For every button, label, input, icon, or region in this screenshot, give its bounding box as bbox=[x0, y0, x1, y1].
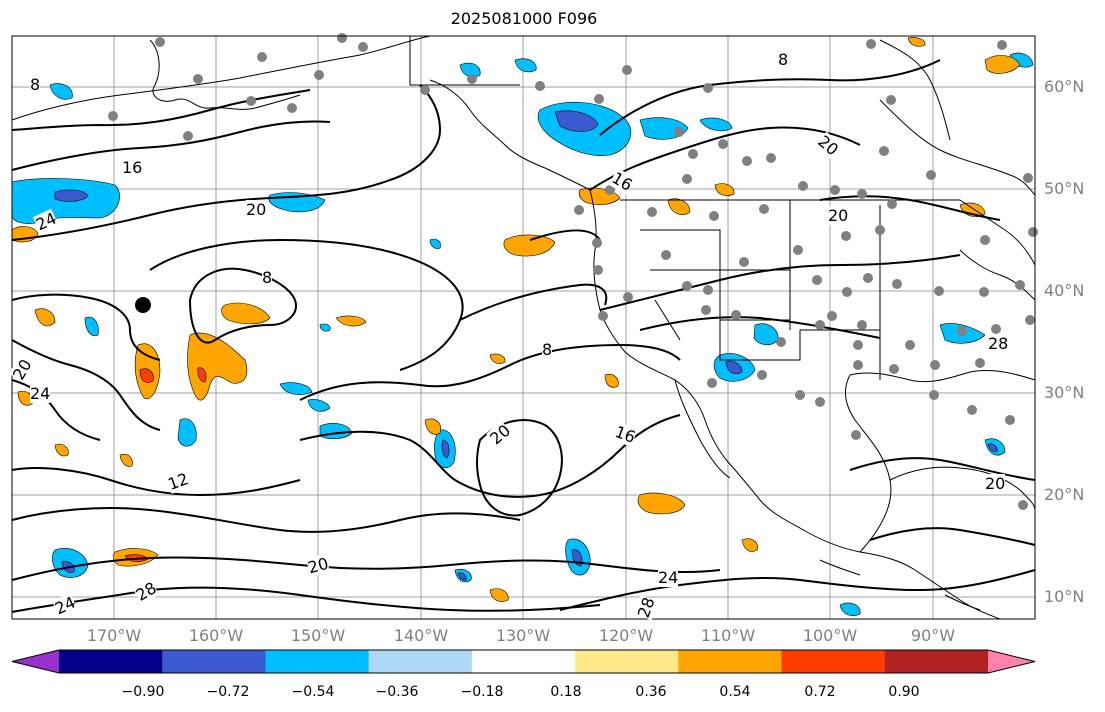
lon-label: 160°W bbox=[188, 626, 244, 645]
lat-label: 60°N bbox=[1044, 77, 1085, 96]
negative-anomaly-patches bbox=[11, 52, 1034, 616]
contour-label: 20 bbox=[246, 200, 267, 219]
colorbar-tick-label: 0.18 bbox=[550, 684, 582, 700]
contour-label: 24 bbox=[658, 568, 679, 587]
graticule bbox=[12, 36, 1035, 619]
coastlines bbox=[11, 35, 1036, 620]
contour-label: 16 bbox=[122, 158, 143, 177]
map-title: 2025081000 F096 bbox=[450, 9, 598, 28]
colorbar-tick-label: 0.90 bbox=[888, 684, 920, 700]
lon-label: 90°W bbox=[910, 626, 956, 645]
colorbar-extend-low bbox=[12, 650, 59, 673]
colorbar-segment bbox=[59, 650, 163, 673]
contour-label: 8 bbox=[542, 340, 553, 359]
colorbar-segment bbox=[162, 650, 266, 673]
lon-label: 170°W bbox=[86, 626, 142, 645]
colorbar bbox=[11, 649, 1036, 674]
colorbar-segment bbox=[884, 650, 989, 673]
contour-label: 24 bbox=[30, 384, 51, 403]
colorbar-tick-label: 0.54 bbox=[719, 684, 751, 700]
colorbar-tick-label: −0.36 bbox=[375, 684, 419, 700]
map-frame bbox=[11, 35, 1036, 620]
lat-label: 20°N bbox=[1044, 485, 1085, 504]
height-contours bbox=[11, 59, 1036, 613]
lat-label: 10°N bbox=[1044, 587, 1085, 606]
storm-center-marker bbox=[135, 297, 151, 313]
colorbar-outline bbox=[11, 649, 1036, 674]
contour-label: 8 bbox=[262, 268, 273, 287]
colorbar-segment bbox=[678, 650, 783, 673]
contour-label: 8 bbox=[30, 75, 41, 94]
lat-label: 40°N bbox=[1044, 281, 1085, 300]
colorbar-segment bbox=[575, 650, 679, 673]
colorbar-tick-label: 0.72 bbox=[804, 684, 836, 700]
colorbar-tick-label: −0.18 bbox=[460, 684, 504, 700]
lon-label: 120°W bbox=[598, 626, 654, 645]
colorbar-tick-label: −0.90 bbox=[121, 684, 165, 700]
contour-label: 28 bbox=[988, 334, 1009, 353]
lon-label: 130°W bbox=[495, 626, 551, 645]
lat-label: 30°N bbox=[1044, 383, 1085, 402]
colorbar-segment bbox=[265, 650, 370, 673]
lon-label: 110°W bbox=[700, 626, 756, 645]
lon-label: 140°W bbox=[393, 626, 449, 645]
colorbar-segment bbox=[368, 650, 473, 673]
colorbar-tick-label: 0.36 bbox=[635, 684, 667, 700]
colorbar-segment bbox=[781, 650, 886, 673]
colorbar-extend-high bbox=[988, 650, 1035, 673]
contour-label: 20 bbox=[828, 206, 849, 225]
contour-label: 20 bbox=[985, 474, 1006, 493]
lon-label: 100°W bbox=[802, 626, 858, 645]
contour-label: 8 bbox=[778, 50, 789, 69]
colorbar-segment bbox=[471, 650, 576, 673]
colorbar-tick-label: −0.72 bbox=[206, 684, 250, 700]
lat-label: 50°N bbox=[1044, 179, 1085, 198]
colorbar-tick-label: −0.54 bbox=[291, 684, 335, 700]
lon-label: 150°W bbox=[290, 626, 346, 645]
positive-anomaly-patches bbox=[11, 37, 1021, 602]
station-dots bbox=[108, 33, 1038, 510]
